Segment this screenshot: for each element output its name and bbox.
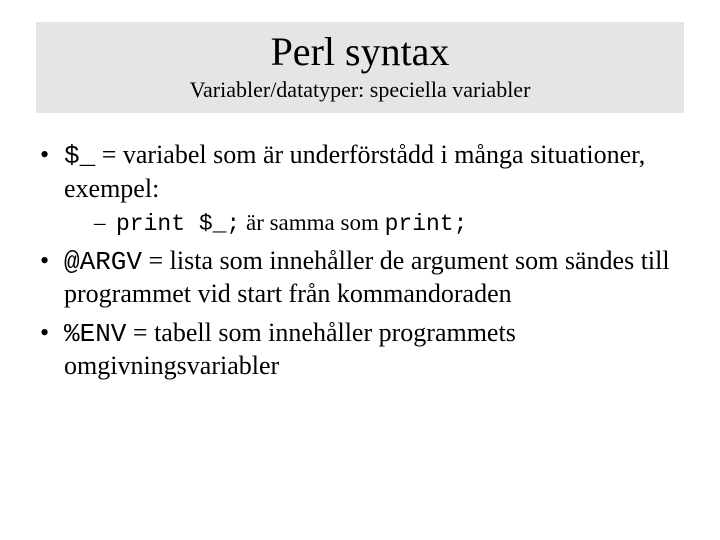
body-text: = variabel som är underförstådd i många … <box>64 140 645 203</box>
code-text: print; <box>385 211 468 237</box>
slide-title: Perl syntax <box>36 28 684 75</box>
sub-list: print $_; är samma som print; <box>64 209 684 239</box>
slide-subtitle: Variabler/datatyper: speciella variabler <box>36 77 684 103</box>
list-item: $_ = variabel som är underförstådd i mån… <box>36 139 684 239</box>
list-item: print $_; är samma som print; <box>94 209 684 239</box>
body-text: är samma som <box>240 210 384 235</box>
title-block: Perl syntax Variabler/datatyper: speciel… <box>36 22 684 113</box>
slide-body: $_ = variabel som är underförstådd i mån… <box>36 139 684 383</box>
list-item: @ARGV = lista som innehåller de argument… <box>36 245 684 311</box>
code-text: @ARGV <box>64 247 142 277</box>
code-text: $_ <box>64 141 95 171</box>
slide: Perl syntax Variabler/datatyper: speciel… <box>0 0 720 540</box>
body-text: = lista som innehåller de argument som s… <box>64 246 670 309</box>
code-text: %ENV <box>64 319 126 349</box>
bullet-list: $_ = variabel som är underförstådd i mån… <box>36 139 684 383</box>
body-text: = tabell som innehåller programmets omgi… <box>64 318 516 381</box>
list-item: %ENV = tabell som innehåller programmets… <box>36 317 684 383</box>
code-text: print $_; <box>116 211 240 237</box>
